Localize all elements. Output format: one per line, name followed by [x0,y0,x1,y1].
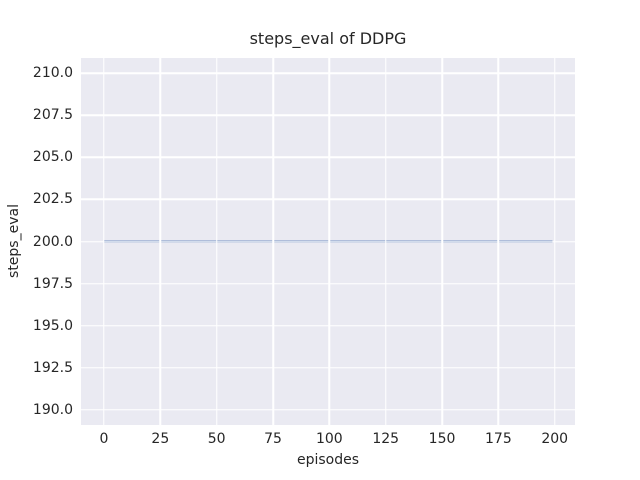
x-tick-label: 125 [372,431,400,447]
x-tick-label: 75 [264,431,282,447]
y-tick-label: 190.0 [32,401,73,418]
x-tick-label: 25 [151,431,170,447]
gridline-horizontal [81,72,575,74]
y-tick-label: 197.5 [32,275,73,292]
x-tick-label: 50 [207,431,226,447]
y-tick-label: 202.5 [32,191,73,208]
y-tick-label: 195.0 [32,317,73,334]
gridline-horizontal [81,324,575,327]
gridline-horizontal [81,198,575,201]
gridline-horizontal [81,282,575,285]
y-tick-label: 205.0 [32,149,73,166]
chart-title: steps_eval of DDPG [249,29,407,48]
gridline-horizontal [81,240,575,243]
y-tick-label: 210.0 [32,65,73,82]
x-tick-label: 175 [485,431,512,447]
x-axis-label: episodes [296,452,360,468]
x-tick-label: 200 [541,431,569,447]
gridline-horizontal [81,156,575,159]
y-tick-label: 192.5 [32,359,73,376]
x-tick-label: 150 [428,431,456,447]
gridline-horizontal [81,409,575,411]
y-tick-label: 200.0 [32,233,73,250]
gridline-horizontal [81,367,575,369]
y-tick-label: 207.5 [32,107,73,124]
x-tick-label: 100 [315,431,343,447]
x-tick-label: 0 [99,431,109,447]
plot-area [81,58,575,425]
gridline-horizontal [81,114,575,116]
y-axis-label: steps_eval [6,204,22,278]
